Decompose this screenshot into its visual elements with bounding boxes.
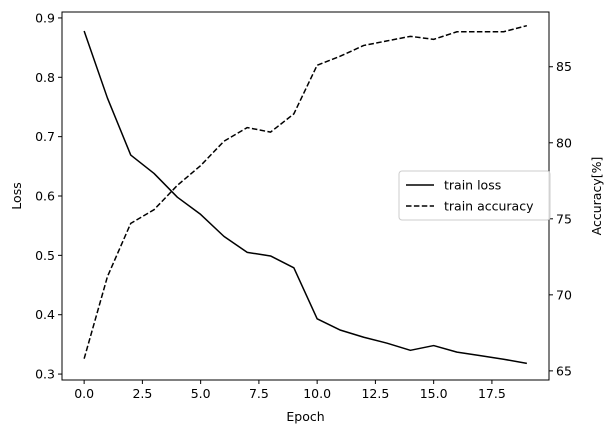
y-left-tick-label: 0.3: [35, 367, 55, 382]
plot-layer: [83, 24, 528, 365]
legend-label-train-loss: train loss: [444, 178, 501, 193]
y-axis-right: 65 70 75 80 85: [549, 59, 572, 378]
y-left-tick-label: 0.8: [35, 70, 55, 85]
x-tick-label: 7.5: [249, 386, 269, 401]
x-tick-label: 10.0: [303, 386, 331, 401]
y-axis-left: 0.3 0.4 0.5 0.6 0.7 0.8 0.9: [35, 10, 62, 382]
x-tick-label: 0.0: [74, 386, 94, 401]
y-right-tick-label: 80: [556, 135, 572, 150]
y-left-tick-label: 0.6: [35, 189, 55, 204]
legend-box: [398, 170, 551, 221]
series-line-train-accuracy: [83, 24, 528, 359]
y-right-tick-label: 75: [556, 211, 572, 226]
legend: train loss train accuracy: [398, 170, 551, 221]
y-left-tick-label: 0.5: [35, 248, 55, 263]
x-tick-label: 5.0: [191, 386, 211, 401]
y-axis-right-label: Accuracy[%]: [589, 157, 604, 236]
y-right-tick-label: 70: [556, 287, 572, 302]
x-tick-label: 2.5: [132, 386, 152, 401]
x-axis-label: Epoch: [286, 409, 324, 424]
x-tick-label: 15.0: [420, 386, 448, 401]
y-axis-left-label: Loss: [9, 182, 24, 209]
y-right-tick-label: 85: [556, 59, 572, 74]
x-tick-label: 12.5: [361, 386, 389, 401]
series-line-train-loss: [83, 30, 527, 365]
y-left-tick-label: 0.9: [35, 10, 55, 25]
x-axis: 0.0 2.5 5.0 7.5 10.0 12.5 15.0 17.5: [74, 380, 506, 401]
legend-label-train-accuracy: train accuracy: [444, 199, 534, 214]
y-left-tick-label: 0.7: [35, 129, 55, 144]
y-left-tick-label: 0.4: [35, 307, 55, 322]
x-tick-label: 17.5: [478, 386, 506, 401]
y-right-tick-label: 65: [556, 363, 572, 378]
